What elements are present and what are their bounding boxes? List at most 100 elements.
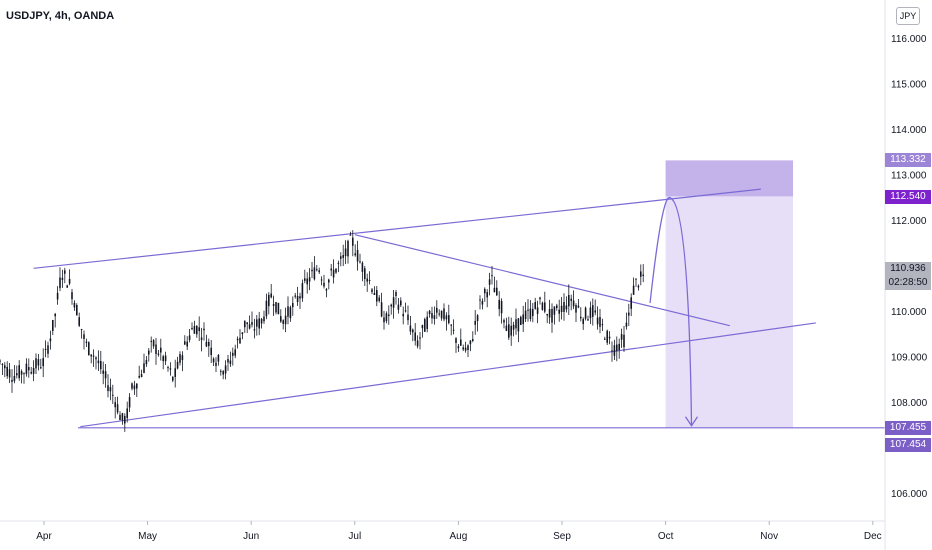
candle-body (90, 354, 92, 357)
candle-body (208, 341, 210, 347)
candle-body (640, 271, 642, 277)
candle-body (359, 261, 361, 263)
candle-body (325, 289, 328, 291)
candle-body (148, 350, 150, 355)
current-price-tag: 110.936 02:28:50 (885, 262, 931, 290)
candle-body (258, 318, 260, 329)
candle-body (404, 310, 407, 312)
candle-body (445, 315, 448, 320)
candle-body (102, 370, 104, 374)
candle-body (349, 234, 352, 236)
candle-body (560, 305, 563, 312)
candle-body (419, 337, 421, 339)
candle-body (59, 277, 61, 289)
candle-body (160, 347, 162, 353)
drawings-layer (33, 160, 885, 429)
candle-body (500, 300, 503, 314)
x-tick-label: Dec (864, 531, 882, 542)
candle-body (169, 368, 172, 370)
candle-body (157, 353, 160, 355)
currency-button[interactable]: JPY (896, 7, 920, 25)
candle-body (601, 324, 604, 326)
x-tick-label: Apr (36, 531, 52, 542)
candle-body (436, 307, 438, 313)
candle-body (16, 373, 18, 376)
candle-body (428, 310, 431, 315)
candle-body (25, 363, 28, 374)
candle-body (313, 267, 316, 280)
candle-body (270, 293, 272, 298)
candle-body (301, 283, 304, 299)
candle-body (510, 325, 512, 336)
candle-body (524, 310, 527, 320)
projection-path (649, 196, 693, 426)
candle-body (548, 308, 551, 318)
target-price-tag: 112.540 (885, 190, 931, 204)
candle-body (277, 302, 280, 315)
candle-body (203, 328, 205, 331)
candle-body (496, 287, 498, 296)
candle-body (512, 324, 515, 330)
candle-body (330, 268, 332, 271)
candle-body (368, 279, 371, 281)
candle-body (299, 296, 301, 299)
candle-body (234, 349, 236, 356)
candle-body (296, 295, 299, 302)
candle-body (212, 358, 215, 363)
x-tick-label: Jun (243, 531, 259, 542)
candle-body (100, 361, 102, 370)
candle-body (289, 307, 292, 319)
candle-body (383, 317, 385, 323)
candle-body (608, 336, 611, 339)
candle-body (114, 402, 116, 408)
x-tick-label: Nov (760, 531, 778, 542)
candle-body (196, 326, 198, 335)
candle-body (594, 310, 596, 313)
candle-body (292, 303, 294, 308)
candle-body (328, 279, 330, 283)
y-tick-label: 115.000 (891, 80, 927, 91)
candle-body (572, 300, 575, 307)
candle-body (421, 325, 424, 329)
candle-body (580, 316, 582, 319)
candle-body (450, 324, 452, 326)
candle-body (486, 292, 488, 298)
candle-body (35, 358, 37, 369)
candle-body (426, 316, 428, 329)
candle-body (18, 365, 20, 379)
candle-body (558, 309, 560, 314)
candle-body (152, 340, 155, 347)
candle-body (606, 330, 608, 343)
candle-body (467, 345, 469, 350)
candle-body (498, 299, 500, 310)
candle-body (179, 354, 181, 363)
candle-body (335, 268, 337, 273)
y-tick-label: 106.000 (891, 489, 928, 500)
candle-body (630, 297, 632, 309)
candle-body (318, 270, 320, 273)
candle-body (397, 304, 400, 310)
candle-body (85, 341, 88, 343)
candle-body (520, 316, 522, 325)
candle-body (47, 345, 49, 354)
candle-body (306, 278, 308, 285)
candle-body (1, 364, 4, 366)
candle-body (354, 253, 356, 256)
candle-body (49, 338, 52, 342)
candle-body (440, 310, 443, 319)
candle-body (205, 341, 208, 347)
candle-body (484, 288, 486, 294)
projection-arrowhead (684, 416, 699, 427)
candle-body (625, 322, 628, 327)
candle-body (505, 325, 508, 331)
candle-body (263, 316, 265, 322)
candle-body (337, 262, 340, 264)
candle-body (380, 302, 383, 317)
candle-body (186, 341, 188, 347)
candle-body (546, 313, 548, 316)
candle-body (304, 278, 306, 281)
candle-body (424, 319, 426, 332)
candle-body (222, 371, 224, 375)
y-tick-label: 113.000 (891, 171, 927, 182)
